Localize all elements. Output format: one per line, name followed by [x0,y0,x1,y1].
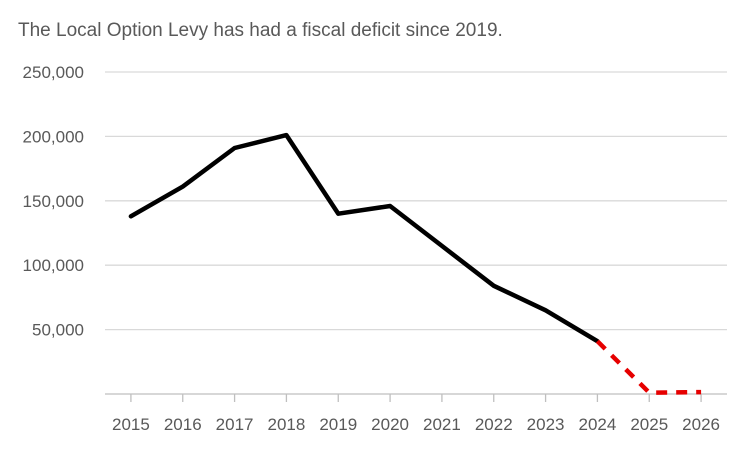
y-tick-label: 50,000 [32,321,84,340]
x-tick-label: 2026 [682,415,720,434]
x-tick-label: 2024 [579,415,617,434]
y-tick-label: 200,000 [23,127,84,146]
y-tick-label: 150,000 [23,192,84,211]
x-tick-label: 2017 [216,415,254,434]
y-tick-label: 250,000 [23,63,84,82]
series-line-actual [128,132,600,344]
x-tick-label: 2019 [319,415,357,434]
x-tick-label: 2015 [112,415,150,434]
x-tick-label: 2025 [630,415,668,434]
x-tick-label: 2016 [164,415,202,434]
x-tick-label: 2018 [268,415,306,434]
chart-title: The Local Option Levy has had a fiscal d… [18,20,503,41]
x-tick-label: 2021 [423,415,461,434]
series-line-projected [595,339,702,395]
x-tick-label: 2022 [475,415,513,434]
y-tick-label: 100,000 [23,256,84,275]
x-tick-label: 2020 [371,415,409,434]
x-tick-label: 2023 [527,415,565,434]
